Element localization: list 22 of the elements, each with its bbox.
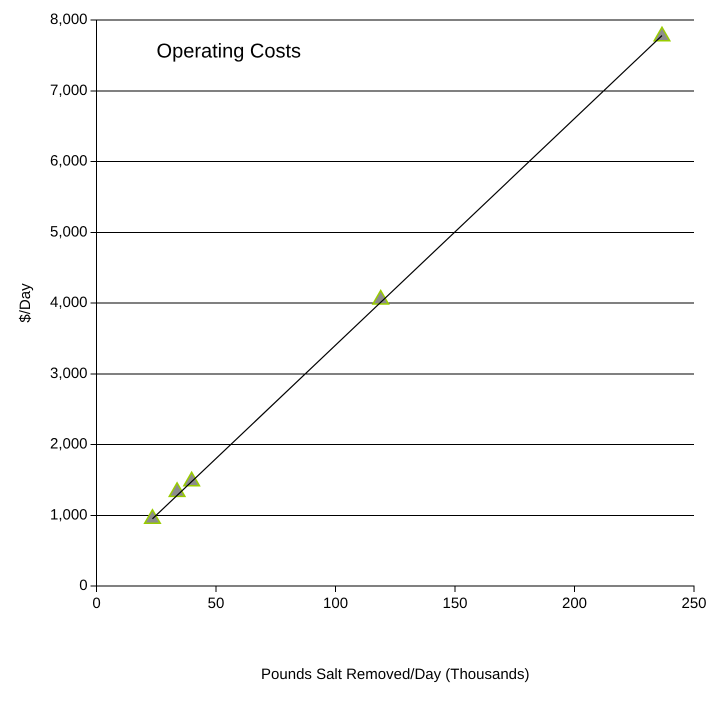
y-tick-label: 0 — [79, 577, 88, 594]
y-tick-label: 3,000 — [50, 364, 88, 382]
annotation: Operating Costs — [156, 40, 302, 63]
y-tick-label: 1,000 — [50, 506, 88, 524]
x-tick-label: 150 — [442, 595, 468, 612]
x-tick-label: 50 — [208, 595, 224, 612]
y-tick-label: 6,000 — [50, 152, 88, 170]
y-tick-label: 7,000 — [50, 82, 88, 99]
x-tick-label: 200 — [562, 595, 588, 612]
y-tick-label: 8,000 — [50, 11, 88, 28]
y-axis-title: $/Day — [17, 282, 34, 323]
y-tick-label: 2,000 — [50, 436, 88, 453]
point — [144, 509, 162, 524]
x-axis-title: Pounds Salt Removed/Day (Thousands) — [261, 666, 530, 684]
point — [653, 26, 671, 42]
x-tick-label: 0 — [92, 595, 101, 612]
point — [372, 290, 390, 305]
x-tick-label: 250 — [681, 595, 707, 612]
y-tick-label: 5,000 — [50, 223, 88, 240]
point — [168, 482, 186, 498]
y-tick-label: 4,000 — [50, 294, 88, 312]
x-tick-label: 100 — [323, 595, 348, 612]
